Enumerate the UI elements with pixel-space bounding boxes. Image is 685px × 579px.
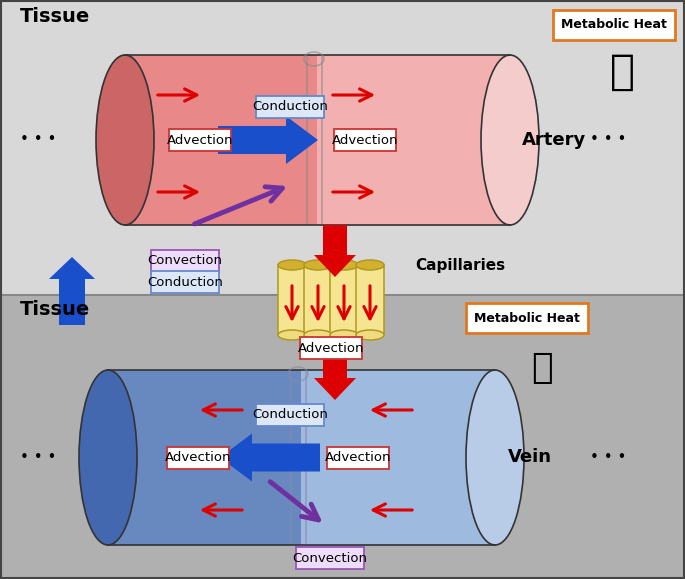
Ellipse shape <box>481 55 539 225</box>
Ellipse shape <box>79 370 137 545</box>
Bar <box>0 295 685 579</box>
Text: Advection: Advection <box>325 451 391 464</box>
Text: 🔥: 🔥 <box>610 51 634 93</box>
FancyArrow shape <box>49 257 95 325</box>
FancyBboxPatch shape <box>256 404 324 426</box>
Text: • • •: • • • <box>590 133 626 148</box>
Ellipse shape <box>278 260 306 270</box>
Text: Capillaries: Capillaries <box>415 258 505 273</box>
Ellipse shape <box>466 370 524 545</box>
Ellipse shape <box>304 330 332 340</box>
Text: Tissue: Tissue <box>20 7 90 26</box>
Text: Conduction: Conduction <box>252 409 328 422</box>
Text: Artery: Artery <box>522 131 586 149</box>
Bar <box>330 265 358 335</box>
FancyBboxPatch shape <box>256 96 324 118</box>
FancyBboxPatch shape <box>167 446 229 468</box>
Text: Conduction: Conduction <box>252 101 328 113</box>
Bar <box>304 265 332 335</box>
Text: Tissue: Tissue <box>20 300 90 319</box>
Bar <box>356 265 384 335</box>
FancyBboxPatch shape <box>296 547 364 569</box>
Text: Advection: Advection <box>298 342 364 354</box>
Text: Vein: Vein <box>508 449 552 467</box>
Text: Advection: Advection <box>332 134 398 146</box>
FancyBboxPatch shape <box>553 10 675 40</box>
FancyBboxPatch shape <box>300 337 362 359</box>
FancyBboxPatch shape <box>466 303 588 333</box>
Ellipse shape <box>96 55 154 225</box>
Bar <box>125 55 510 225</box>
Bar <box>0 0 685 295</box>
Bar <box>108 370 495 545</box>
FancyBboxPatch shape <box>151 250 219 272</box>
Text: Metabolic Heat: Metabolic Heat <box>561 19 667 31</box>
Ellipse shape <box>278 330 306 340</box>
Ellipse shape <box>330 260 358 270</box>
FancyArrow shape <box>218 116 318 164</box>
Text: Convection: Convection <box>292 552 367 565</box>
FancyBboxPatch shape <box>169 129 231 151</box>
FancyArrow shape <box>220 434 320 482</box>
Ellipse shape <box>356 260 384 270</box>
Ellipse shape <box>304 260 332 270</box>
Ellipse shape <box>356 330 384 340</box>
Text: Metabolic Heat: Metabolic Heat <box>474 312 580 324</box>
FancyBboxPatch shape <box>151 271 219 293</box>
Text: Conduction: Conduction <box>147 276 223 288</box>
FancyBboxPatch shape <box>327 446 389 468</box>
Text: Advection: Advection <box>165 451 232 464</box>
Text: • • •: • • • <box>20 450 56 465</box>
Ellipse shape <box>330 330 358 340</box>
FancyArrow shape <box>314 225 356 277</box>
Bar <box>278 265 306 335</box>
Text: Advection: Advection <box>166 134 234 146</box>
Text: Convection: Convection <box>147 255 223 267</box>
Text: 🔥: 🔥 <box>531 351 553 385</box>
FancyBboxPatch shape <box>334 129 396 151</box>
Text: • • •: • • • <box>20 133 56 148</box>
Text: • • •: • • • <box>590 450 626 465</box>
Bar <box>301 370 494 545</box>
Bar <box>317 55 509 225</box>
FancyArrow shape <box>314 358 356 400</box>
